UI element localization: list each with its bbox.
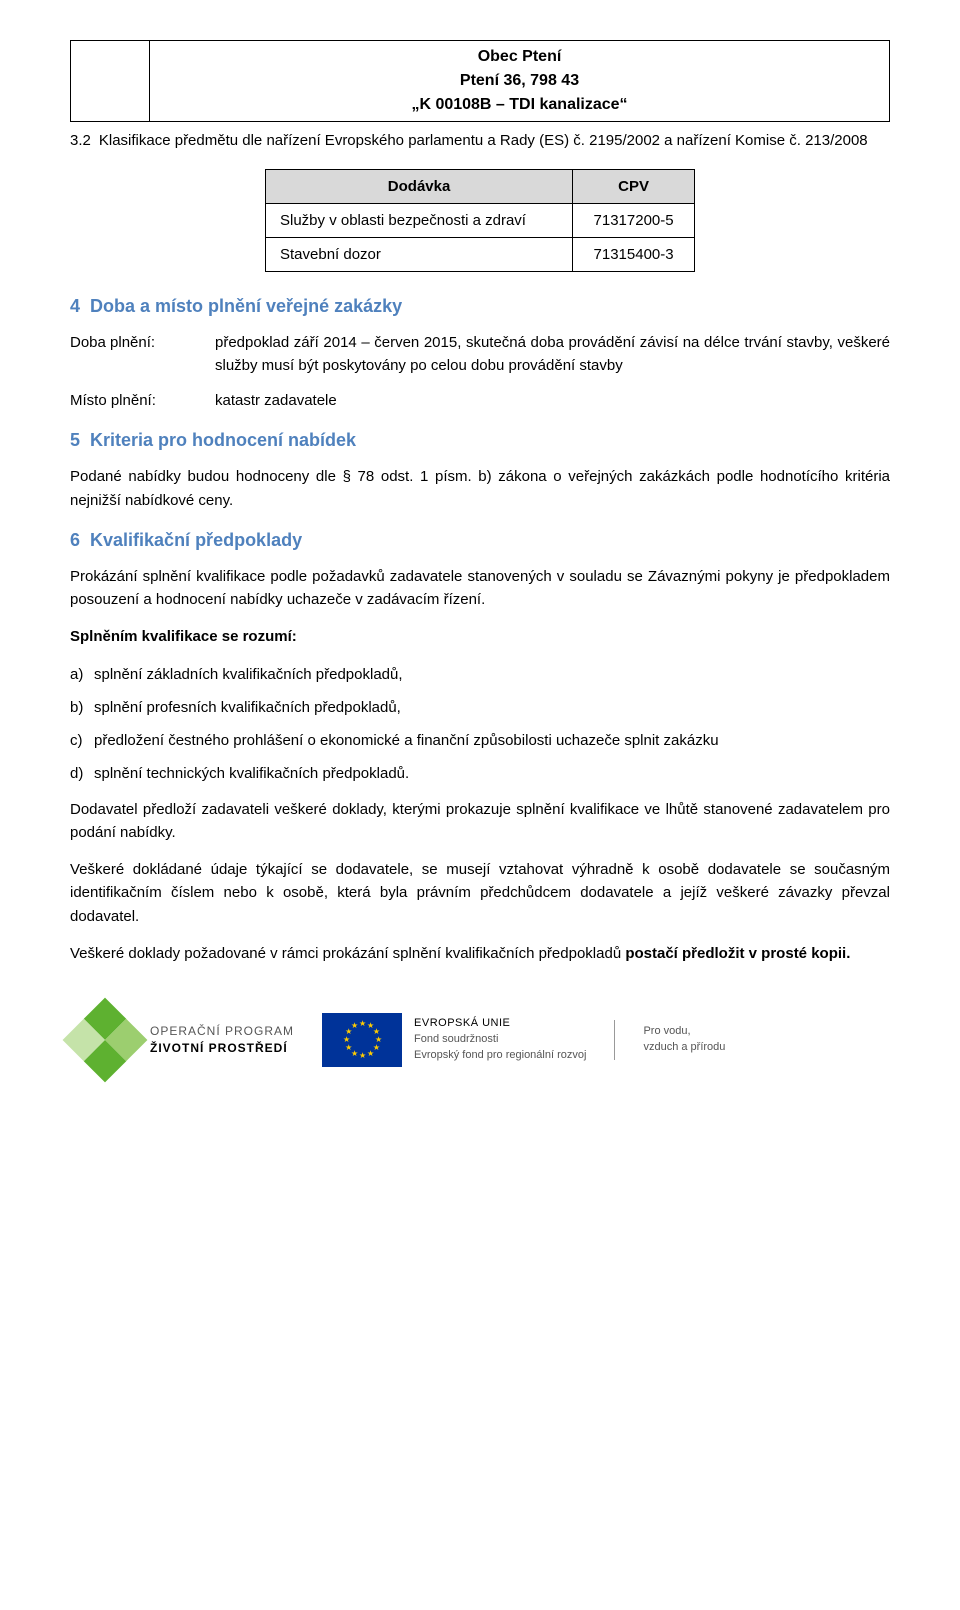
eu-star-icon: ★ xyxy=(367,1051,373,1057)
def-value: předpoklad září 2014 – červen 2015, skut… xyxy=(215,331,890,378)
section-number: 4 xyxy=(70,296,80,316)
subsection-title: Klasifikace předmětu dle nařízení Evrops… xyxy=(99,132,868,149)
def-row-doba: Doba plnění: předpoklad září 2014 – červ… xyxy=(70,331,890,378)
table-row: Služby v oblasti bezpečnosti a zdraví 71… xyxy=(266,203,695,237)
section-5-body: Podané nabídky budou hodnoceny dle § 78 … xyxy=(70,465,890,512)
list-mark: c) xyxy=(70,729,94,752)
cpv-cell-label: Stavební dozor xyxy=(266,237,573,271)
section-6-p4: Veškeré doklady požadované v rámci proká… xyxy=(70,942,890,965)
list-item: d)splnění technických kvalifikačních pře… xyxy=(70,762,890,785)
list-item: a)splnění základních kvalifikačních před… xyxy=(70,663,890,686)
def-label: Doba plnění: xyxy=(70,331,215,378)
right-line1: Pro vodu, xyxy=(643,1024,725,1040)
eu-star-icon: ★ xyxy=(351,1023,357,1029)
cpv-cell-code: 71315400-3 xyxy=(573,237,695,271)
list-mark: a) xyxy=(70,663,94,686)
eu-star-icon: ★ xyxy=(359,1053,365,1059)
logo-eu: ★★★★★★★★★★★★ EVROPSKÁ UNIE Fond soudržno… xyxy=(322,1013,586,1067)
eu-line3: Evropský fond pro regionální rozvoj xyxy=(414,1048,586,1064)
page-header-center-cell: Obec Ptení Ptení 36, 798 43 „K 00108B – … xyxy=(150,40,890,122)
op-line2: ŽIVOTNÍ PROSTŘEDÍ xyxy=(150,1040,294,1057)
section-title: Kvalifikační předpoklady xyxy=(90,530,302,550)
table-row: Stavební dozor 71315400-3 xyxy=(266,237,695,271)
op-diamond-icon xyxy=(63,998,148,1083)
section-6-boldline: Splněním kvalifikace se rozumí: xyxy=(70,625,890,648)
list-mark: d) xyxy=(70,762,94,785)
section-6-p2: Dodavatel předloží zadavateli veškeré do… xyxy=(70,798,890,845)
header-line-1: Obec Ptení xyxy=(200,45,839,69)
def-value: katastr zadavatele xyxy=(215,389,890,412)
section-number: 6 xyxy=(70,530,80,550)
list-item: b)splnění profesních kvalifikačních před… xyxy=(70,696,890,719)
eu-stars: ★★★★★★★★★★★★ xyxy=(342,1020,382,1060)
section-6-p3: Veškeré dokládané údaje týkající se doda… xyxy=(70,858,890,928)
list-item: c)předložení čestného prohlášení o ekono… xyxy=(70,729,890,752)
op-line1: OPERAČNÍ PROGRAM xyxy=(150,1023,294,1040)
list-mark: b) xyxy=(70,696,94,719)
section-5-heading: 5 Kriteria pro hodnocení nabídek xyxy=(70,430,890,451)
list-text: předložení čestného prohlášení o ekonomi… xyxy=(94,732,719,749)
cpv-cell-label: Služby v oblasti bezpečnosti a zdraví xyxy=(266,203,573,237)
section-number: 5 xyxy=(70,430,80,450)
eu-star-icon: ★ xyxy=(345,1045,351,1051)
cpv-table: Dodávka CPV Služby v oblasti bezpečnosti… xyxy=(265,169,695,272)
page-header-left-cell xyxy=(70,40,150,122)
footer: OPERAČNÍ PROGRAM ŽIVOTNÍ PROSTŘEDÍ ★★★★★… xyxy=(70,1005,890,1075)
subsection-3-2: 3.2 Klasifikace předmětu dle nařízení Evr… xyxy=(70,130,890,153)
list-text: splnění technických kvalifikačních předp… xyxy=(94,765,409,782)
p4-part-b: postačí předložit v prosté kopii. xyxy=(625,945,850,962)
p4-part-a: Veškeré doklady požadované v rámci proká… xyxy=(70,945,625,962)
section-title: Kriteria pro hodnocení nabídek xyxy=(90,430,356,450)
eu-line2: Fond soudržnosti xyxy=(414,1032,586,1048)
op-text: OPERAČNÍ PROGRAM ŽIVOTNÍ PROSTŘEDÍ xyxy=(150,1023,294,1057)
section-6-list: a)splnění základních kvalifikačních před… xyxy=(70,663,890,786)
section-6-p1: Prokázání splnění kvalifikace podle poža… xyxy=(70,565,890,612)
right-line2: vzduch a přírodu xyxy=(643,1040,725,1056)
cpv-header-cpv: CPV xyxy=(573,169,695,203)
section-4-heading: 4 Doba a místo plnění veřejné zakázky xyxy=(70,296,890,317)
list-text: splnění profesních kvalifikačních předpo… xyxy=(94,699,401,716)
logo-op: OPERAČNÍ PROGRAM ŽIVOTNÍ PROSTŘEDÍ xyxy=(70,1005,294,1075)
table-row: Dodávka CPV xyxy=(266,169,695,203)
eu-flag-icon: ★★★★★★★★★★★★ xyxy=(322,1013,402,1067)
list-text: splnění základních kvalifikačních předpo… xyxy=(94,666,403,683)
subsection-number: 3.2 xyxy=(70,132,91,149)
subsection-3-2-text: 3.2 Klasifikace předmětu dle nařízení Evr… xyxy=(70,130,890,153)
eu-line1: EVROPSKÁ UNIE xyxy=(414,1016,586,1032)
eu-star-icon: ★ xyxy=(343,1037,349,1043)
cpv-header-dodavka: Dodávka xyxy=(266,169,573,203)
section-6-heading: 6 Kvalifikační předpoklady xyxy=(70,530,890,551)
cpv-cell-code: 71317200-5 xyxy=(573,203,695,237)
def-label: Místo plnění: xyxy=(70,389,215,412)
section-title: Doba a místo plnění veřejné zakázky xyxy=(90,296,402,316)
header-line-2: Ptení 36, 798 43 xyxy=(200,69,839,93)
eu-text: EVROPSKÁ UNIE Fond soudržnosti Evropský … xyxy=(414,1016,586,1064)
header-line-3: „K 00108B – TDI kanalizace“ xyxy=(200,93,839,117)
page-header-row: Obec Ptení Ptení 36, 798 43 „K 00108B – … xyxy=(70,40,890,122)
footer-right-text: Pro vodu, vzduch a přírodu xyxy=(643,1024,725,1056)
eu-star-icon: ★ xyxy=(359,1021,365,1027)
def-row-misto: Místo plnění: katastr zadavatele xyxy=(70,389,890,412)
